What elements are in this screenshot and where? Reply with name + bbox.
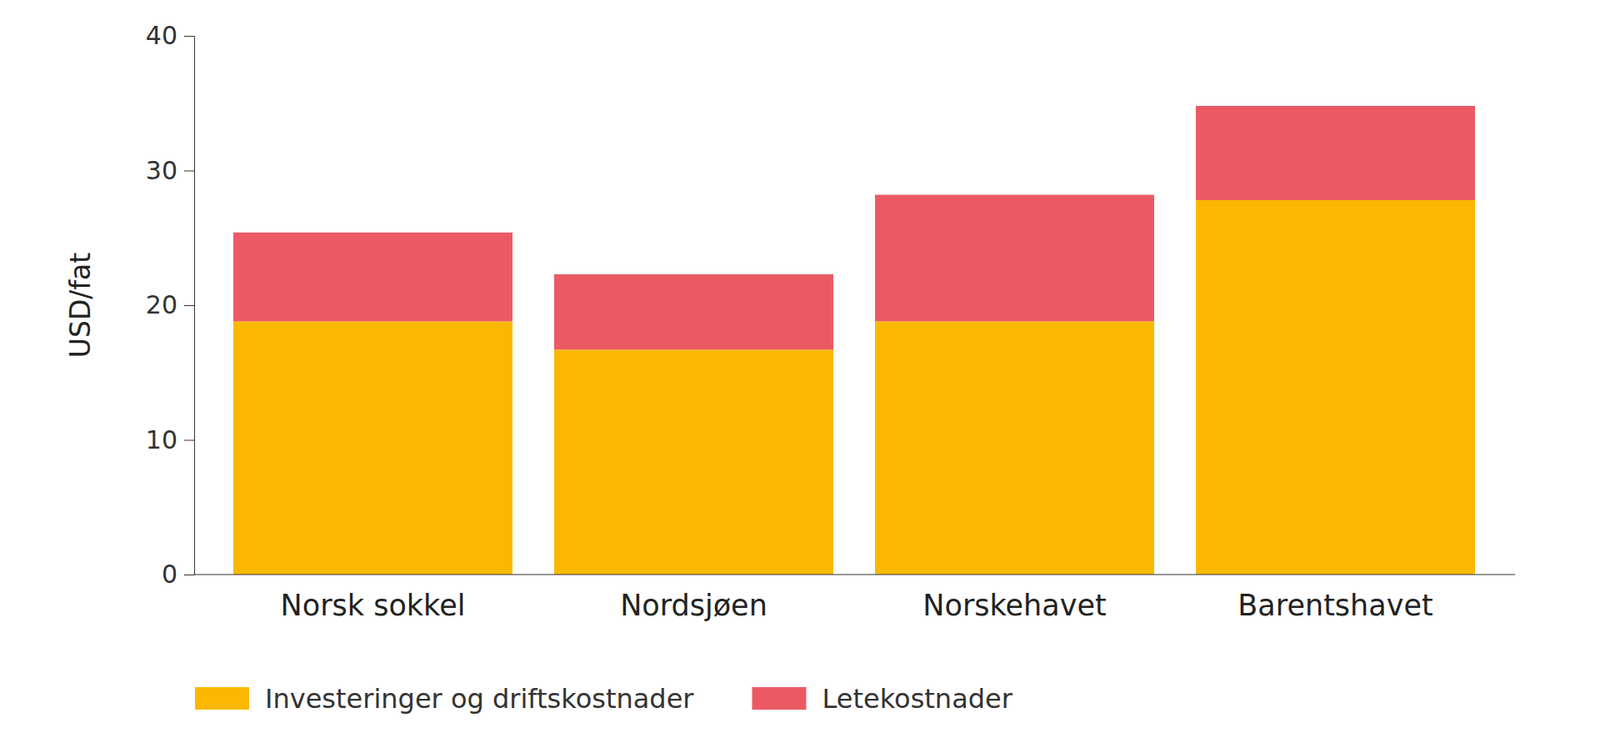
series	[233, 105, 1475, 350]
legend-swatch	[751, 686, 806, 710]
legend-label: Letekostnader	[821, 682, 1013, 715]
legend-item: Letekostnader	[751, 682, 1013, 715]
legend-item: Investeringer og driftskostnader	[195, 682, 695, 715]
y-tick: 40	[145, 20, 195, 50]
y-tick: 20	[145, 290, 195, 320]
bar-segment	[1195, 200, 1475, 575]
y-tick-label: 30	[145, 155, 178, 185]
bar-segment	[554, 349, 834, 575]
x-tick: Barentshavet	[1237, 574, 1433, 622]
bar-segment	[233, 232, 513, 322]
x-tick-label: Norskehavet	[922, 588, 1106, 622]
y-tick-label: 40	[145, 20, 178, 50]
y-axis: 0 10 20 30 40	[145, 20, 195, 589]
y-tick-mark	[184, 440, 195, 441]
bar-segment	[233, 320, 513, 575]
y-tick: 30	[145, 155, 195, 185]
y-tick: 0	[161, 559, 195, 589]
y-tick-mark	[184, 35, 195, 37]
y-axis-line	[184, 36, 195, 575]
bars	[233, 105, 1475, 575]
x-tick-label: Norsk sokkel	[280, 588, 466, 622]
legend: Investeringer og driftskostnader Letekost…	[195, 682, 1014, 715]
x-axis: Norsk sokkel Nordsjøen Norskehavet Barentsh…	[280, 574, 1434, 622]
bar-segment	[875, 320, 1155, 575]
y-tick-label: 20	[145, 290, 178, 320]
bar-segment	[1195, 105, 1475, 200]
x-tick: Nordsjøen	[620, 574, 768, 622]
y-tick-mark	[184, 305, 195, 306]
x-axis-line	[194, 574, 1515, 575]
chart: 0 10 20 30 40 Norsk sokkel Nordsjøen Norskehave…	[0, 0, 1600, 748]
bar-segment	[554, 274, 834, 350]
series	[233, 200, 1475, 575]
x-tick: Norskehavet	[922, 574, 1106, 622]
legend-label: Investeringer og driftskostnader	[265, 682, 695, 715]
y-tick-mark	[184, 170, 195, 172]
y-tick-label: 10	[145, 425, 178, 455]
y-tick-mark	[184, 574, 195, 575]
legend-swatch	[195, 686, 250, 710]
y-tick: 10	[145, 425, 195, 455]
y-axis-title: USD/fat	[64, 252, 97, 358]
x-tick-label: Nordsjøen	[620, 588, 768, 622]
x-tick: Norsk sokkel	[280, 574, 466, 622]
y-tick-label: 0	[161, 559, 178, 589]
bar-segment	[875, 195, 1155, 322]
x-tick-label: Barentshavet	[1237, 588, 1433, 622]
